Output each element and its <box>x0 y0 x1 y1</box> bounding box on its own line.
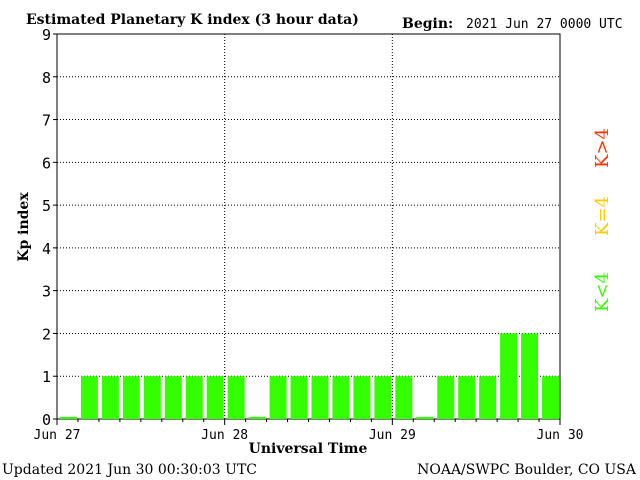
x-axis-label: Universal Time <box>249 441 368 457</box>
y-tick-label: 9 <box>42 26 51 44</box>
begin-value: 2021 Jun 27 0000 UTC <box>466 17 623 32</box>
x-tick-label: Jun 27 <box>34 428 81 443</box>
kp-bar <box>437 376 455 419</box>
kp-bar <box>500 333 518 419</box>
y-tick-label: 5 <box>42 197 51 215</box>
y-tick-label: 0 <box>42 411 51 429</box>
kp-bar <box>542 376 559 419</box>
kp-bar <box>479 376 497 419</box>
y-tick-label: 6 <box>42 154 51 172</box>
bar-series <box>60 333 559 419</box>
updated-timestamp: Updated 2021 Jun 30 00:30:03 UTC <box>2 462 257 478</box>
y-tick-label: 8 <box>42 69 51 87</box>
kp-bar <box>269 376 287 419</box>
kp-bar <box>185 376 203 419</box>
kp-bar <box>353 376 371 419</box>
legend-k-less-4: K<4 <box>592 272 613 312</box>
kp-bar <box>458 376 476 419</box>
kp-bar <box>143 376 161 419</box>
grid-lines <box>57 34 560 419</box>
kp-bar <box>80 376 98 419</box>
kp-bar <box>248 416 266 419</box>
kp-bar <box>60 416 77 419</box>
kp-bar <box>164 376 182 419</box>
legend-k-greater-4: K>4 <box>592 128 613 168</box>
y-tick-label: 3 <box>42 283 51 301</box>
kp-bar <box>395 376 413 419</box>
kp-bar <box>311 376 329 419</box>
y-tick-label: 7 <box>42 112 51 130</box>
y-tick-label: 1 <box>42 368 51 386</box>
kp-bar <box>332 376 350 419</box>
y-axis-label: Kp index <box>16 192 32 262</box>
kp-bar <box>290 376 308 419</box>
y-axis: 0 1 2 3 4 5 6 7 8 9 <box>42 26 57 429</box>
kp-bar <box>227 376 245 419</box>
x-tick-label: Jun 28 <box>201 428 248 443</box>
kp-bar <box>521 333 539 419</box>
chart-title: Estimated Planetary K index (3 hour data… <box>26 12 359 28</box>
kp-bar <box>101 376 119 419</box>
legend-k-equal-4: K=4 <box>592 196 613 236</box>
kp-bar <box>374 376 392 419</box>
x-tick-label: Jun 29 <box>369 428 416 443</box>
kp-bar <box>206 376 224 419</box>
kp-bar <box>416 416 434 419</box>
x-tick-label: Jun 30 <box>537 428 584 443</box>
credit-text: NOAA/SWPC Boulder, CO USA <box>417 462 637 478</box>
y-tick-label: 2 <box>42 325 51 343</box>
kp-bar <box>122 376 140 419</box>
y-tick-label: 4 <box>42 240 51 258</box>
begin-label: Begin: <box>402 16 453 32</box>
x-axis: Jun 27 Jun 28 Jun 29 Jun 30 <box>34 419 584 443</box>
plot-frame <box>56 33 561 420</box>
